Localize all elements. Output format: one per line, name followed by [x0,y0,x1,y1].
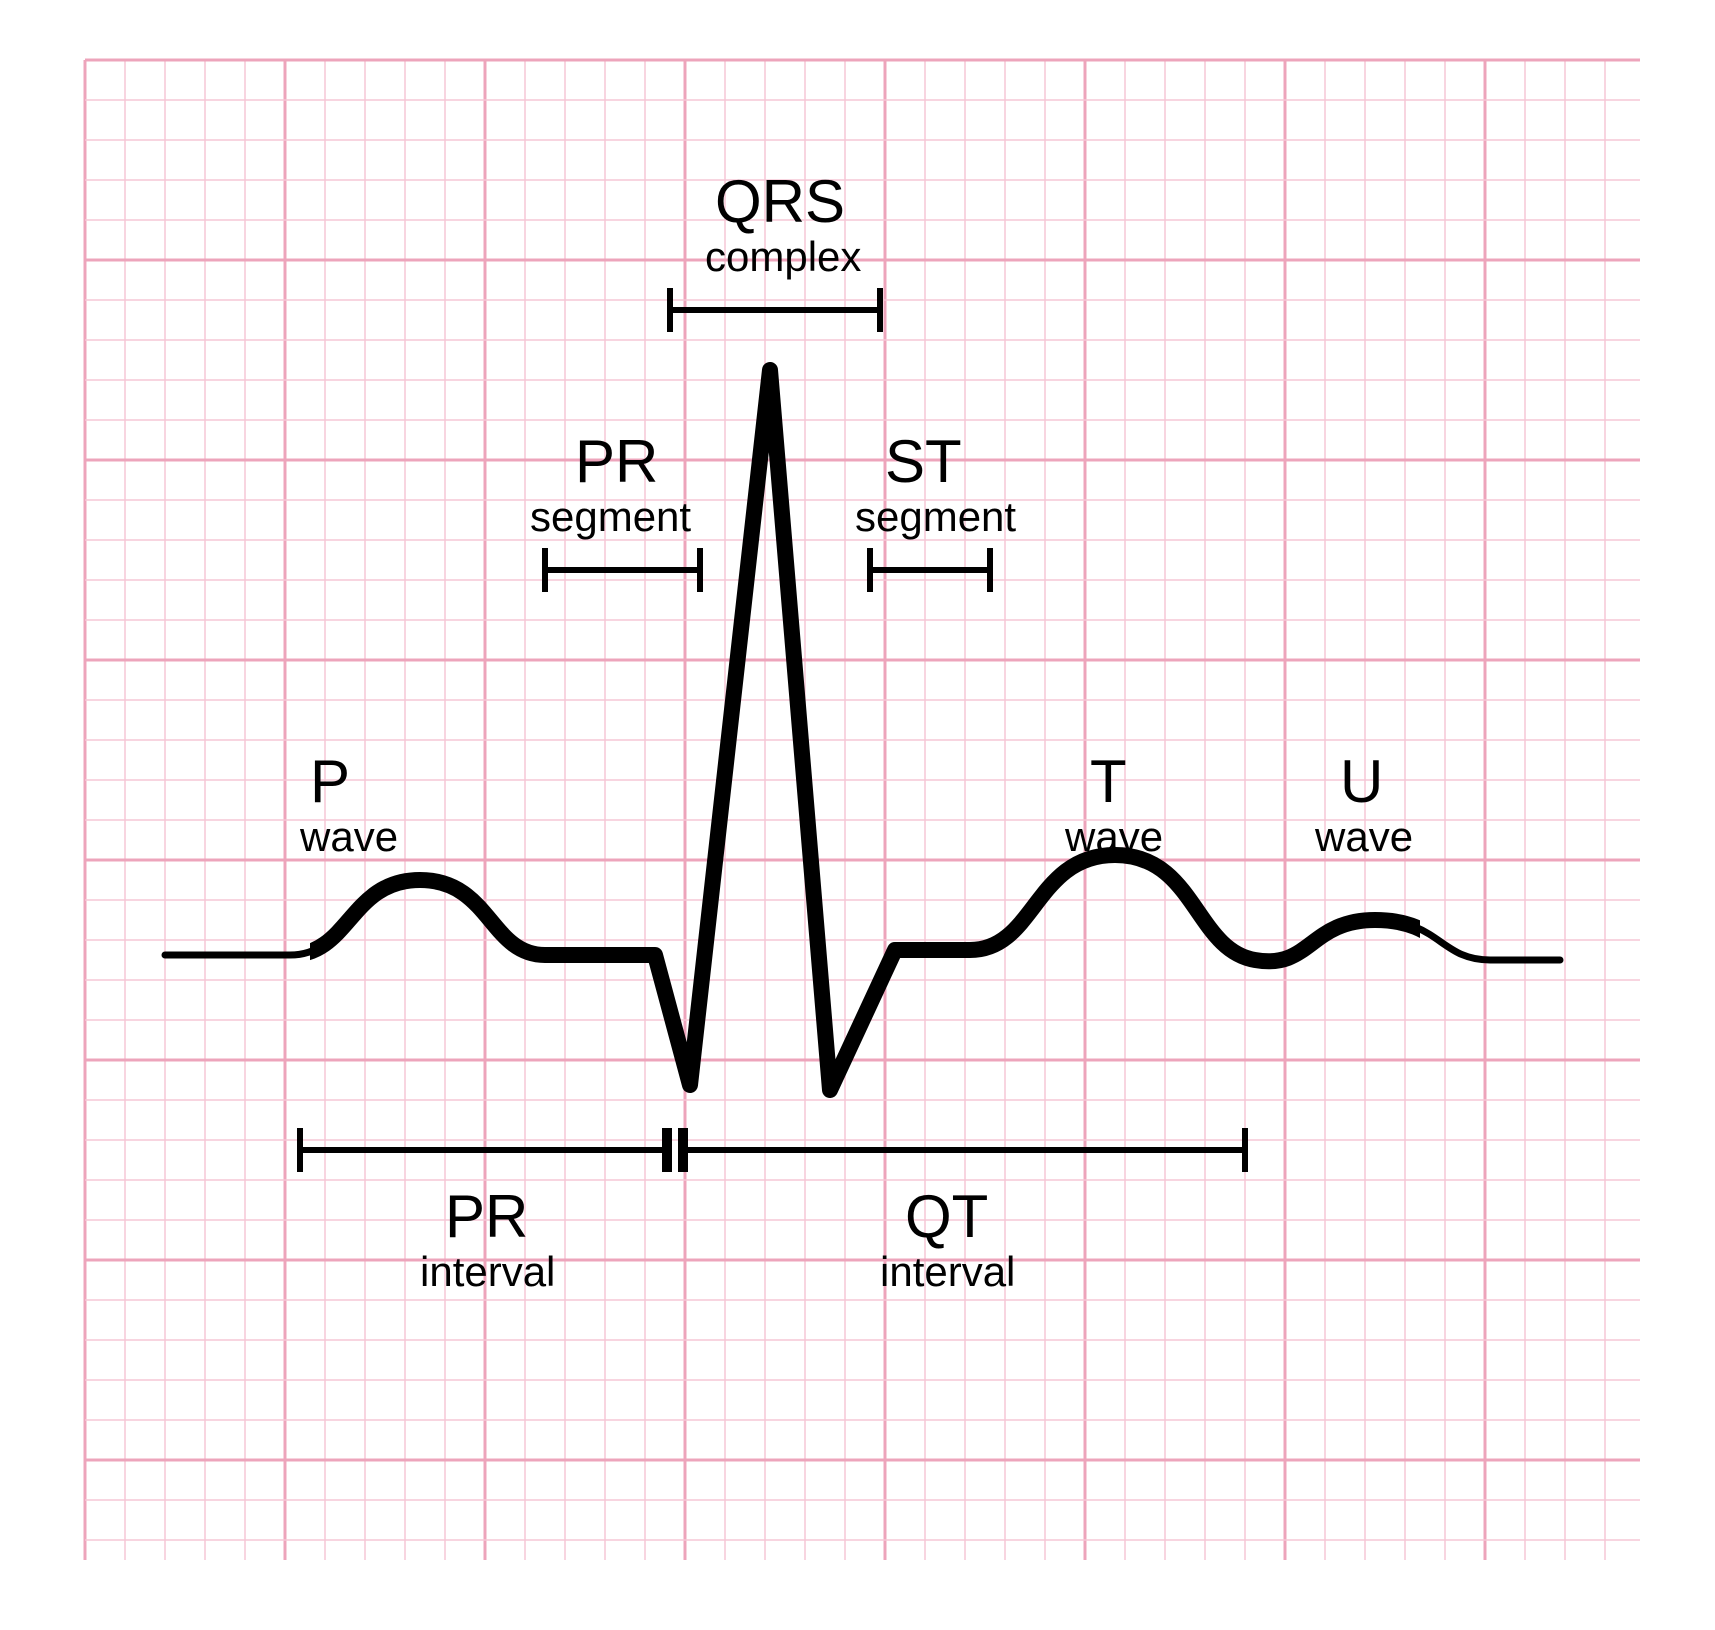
qt-interval-label: QT [905,1185,988,1248]
pr-segment-sublabel: segment [530,495,691,539]
st-segment-sublabel: segment [855,495,1016,539]
p-wave-sublabel: wave [300,815,398,859]
qrs-sublabel: complex [705,235,861,279]
pr-interval-label: PR [445,1185,528,1248]
pr-segment-label: PR [575,430,658,493]
u-wave-label: U [1340,750,1383,813]
pr-interval-sublabel: interval [420,1250,555,1294]
qrs-label: QRS [715,170,845,233]
interval-gap-marks [669,1128,681,1172]
ecg-diagram: QRS complex PR segment ST segment P wave… [0,0,1715,1630]
p-wave-label: P [310,750,350,813]
pr-interval-bracket [300,1128,665,1172]
st-segment-label: ST [885,430,962,493]
qt-interval-sublabel: interval [880,1250,1015,1294]
ecg-trace-thin [165,370,1560,1090]
t-wave-sublabel: wave [1065,815,1163,859]
ecg-trace-thick [165,370,1560,1090]
u-wave-sublabel: wave [1315,815,1413,859]
t-wave-label: T [1090,750,1127,813]
pr-segment-bracket [545,548,700,592]
st-segment-bracket [870,548,990,592]
qrs-complex-bracket [670,288,880,332]
